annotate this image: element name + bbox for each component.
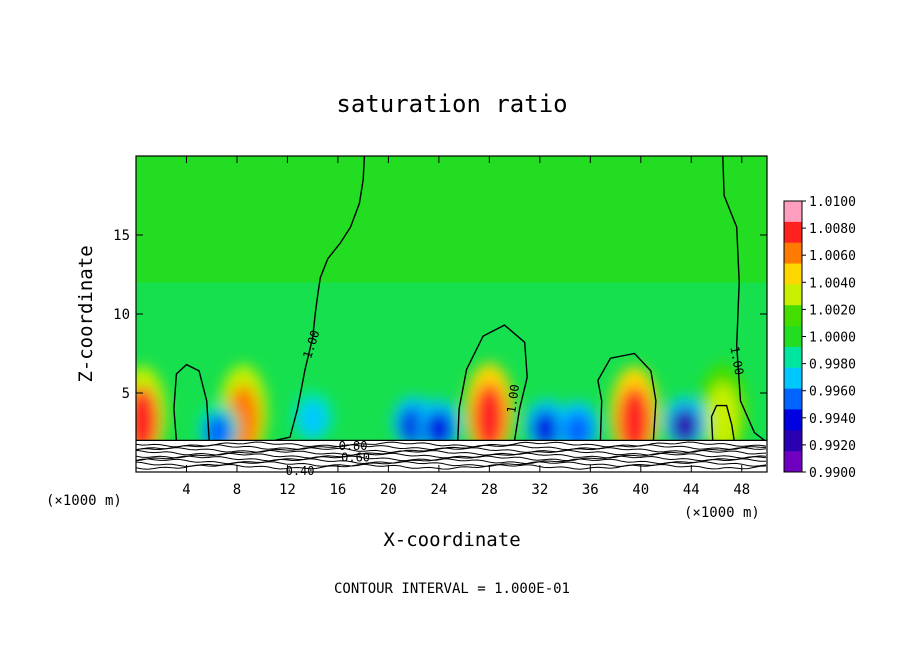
- colorbar-segment: [784, 430, 802, 452]
- plot-area: [136, 156, 767, 472]
- contour-label: 1.00: [504, 383, 522, 414]
- ground-contour-line: [136, 447, 767, 453]
- x-tick-label: 28: [481, 482, 498, 498]
- colorbar-label: 0.9940: [809, 412, 856, 427]
- ground-contour-line: [136, 463, 767, 470]
- chart-title: saturation ratio: [336, 90, 567, 118]
- contour-label: 0.80: [339, 439, 368, 453]
- field-blob: [670, 407, 699, 444]
- contour-1.00-curve: [274, 156, 366, 442]
- x-tick-label: 44: [683, 482, 700, 498]
- ground-layer: [136, 440, 767, 472]
- colorbar-label: 1.0040: [809, 276, 856, 291]
- x-tick-label: 20: [380, 482, 397, 498]
- x-unit-left: (×1000 m): [46, 493, 122, 509]
- contour-label: 0.60: [341, 451, 370, 465]
- colorbar-segment: [784, 305, 802, 327]
- contour-1.00-dome: [457, 324, 528, 441]
- field-blob: [298, 401, 327, 438]
- contour-label: 1.00: [727, 345, 746, 376]
- x-unit-right: (×1000 m): [684, 505, 760, 521]
- x-tick-label: 16: [329, 482, 346, 498]
- colorbar-segment: [784, 388, 802, 410]
- x-tick-label: 32: [531, 482, 548, 498]
- contour-label: 0.40: [286, 464, 315, 478]
- colorbar-label: 0.9960: [809, 385, 856, 400]
- x-tick-label: 36: [582, 482, 599, 498]
- field-blob: [473, 383, 506, 452]
- colorbar-label: 0.9900: [809, 466, 856, 481]
- field-blob: [424, 410, 453, 447]
- colorbar-label: 1.0100: [809, 195, 856, 210]
- colorbar-label: 1.0000: [809, 331, 856, 346]
- colorbar-label: 1.0020: [809, 303, 856, 318]
- x-tick-label: 24: [430, 482, 447, 498]
- colorbar: 1.0100 1.0080 1.0060 1.0040 1.0020 1.0000 0.99…: [783, 195, 856, 481]
- colorbar-segment: [784, 451, 802, 473]
- field-blob: [618, 386, 651, 455]
- colorbar-label: 0.9980: [809, 358, 856, 373]
- contour-1.00-right: [722, 156, 765, 441]
- y-axis-label: Z-coordinate: [75, 245, 97, 382]
- contour-interval-note: CONTOUR INTERVAL = 1.000E-01: [334, 581, 570, 597]
- field-blob: [532, 410, 561, 447]
- y-tick-label: 10: [113, 307, 130, 323]
- colorbar-label: 1.0080: [809, 222, 856, 237]
- x-tick-label: 48: [733, 482, 750, 498]
- x-tick-label: 8: [233, 482, 241, 498]
- contour-lines: [136, 156, 767, 470]
- contour-1.00-dome-2: [597, 352, 657, 441]
- contour-1.00-loop: [173, 363, 210, 441]
- colorbar-segment: [784, 326, 802, 348]
- field-blob: [563, 412, 592, 449]
- contour-1.00-small: [710, 404, 735, 441]
- ground-contour-line: [136, 441, 767, 448]
- x-tick-label: 4: [182, 482, 190, 498]
- y-tick-label: 15: [113, 228, 130, 244]
- field-blob: [706, 383, 739, 452]
- y-tick-label: 5: [122, 386, 130, 402]
- x-tick-label: 12: [279, 482, 296, 498]
- colorbar-segment: [784, 242, 802, 265]
- x-axis-label: X-coordinate: [383, 529, 520, 551]
- colorbar-segment: [784, 284, 802, 306]
- colorbar-segment: [784, 409, 802, 431]
- colorbar-segment: [784, 221, 802, 244]
- ground-contour-line: [136, 444, 767, 451]
- colorbar-segment: [784, 367, 802, 390]
- x-tick-label: 40: [632, 482, 649, 498]
- colorbar-segment: [784, 201, 802, 223]
- field-blob: [136, 386, 159, 455]
- colorbar-segment: [784, 263, 802, 285]
- ground-contour-line: [136, 461, 767, 467]
- ground-contour-line: [136, 455, 767, 462]
- colorbar-label: 1.0060: [809, 249, 856, 264]
- colorbar-label: 0.9920: [809, 439, 856, 454]
- colorbar-segment: [784, 346, 802, 369]
